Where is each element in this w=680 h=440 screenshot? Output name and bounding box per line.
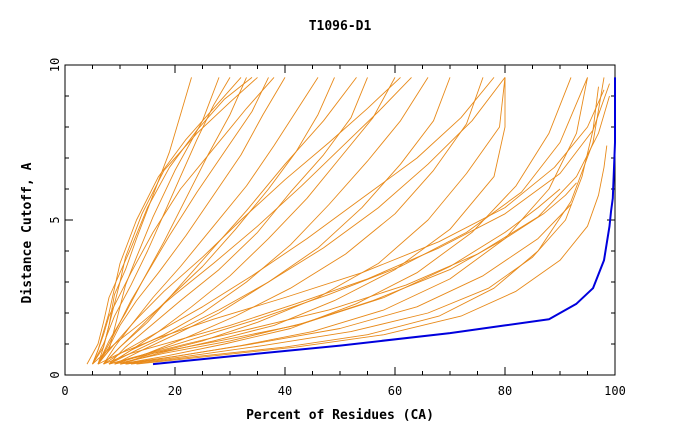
series-line-model <box>114 77 484 365</box>
y-tick-label: 10 <box>48 58 62 72</box>
x-tick-label: 100 <box>604 384 626 398</box>
x-axis-label: Percent of Residues (CA) <box>246 408 434 423</box>
series-line-model <box>97 77 247 365</box>
series-line-model <box>108 95 610 365</box>
series-line-model <box>103 77 335 365</box>
series-line-model <box>119 77 506 365</box>
x-tick-label: 40 <box>278 384 292 398</box>
series-line-model <box>92 77 242 365</box>
series-line-model <box>125 86 599 365</box>
series-line-model <box>92 77 275 365</box>
series-line-model <box>97 77 220 365</box>
series-line-model <box>136 145 608 365</box>
series-line-model <box>103 77 357 365</box>
series-layer <box>86 77 616 366</box>
series-line-model <box>108 77 368 365</box>
x-tick-label: 20 <box>168 384 182 398</box>
series-line-model <box>92 77 412 365</box>
y-tick-label: 5 <box>48 216 62 223</box>
x-tick-label: 80 <box>498 384 512 398</box>
y-tick-label: 0 <box>48 371 62 378</box>
series-line-model <box>114 77 588 365</box>
series-line-model <box>119 77 572 365</box>
axis-ticks <box>64 64 616 376</box>
x-tick-label: 0 <box>61 384 68 398</box>
series-line-model <box>97 77 286 365</box>
series-line-model <box>92 77 231 365</box>
series-line-model <box>103 77 495 365</box>
series-line-model <box>103 77 319 365</box>
chart-title: T1096-D1 <box>309 19 372 34</box>
tick-labels: 0 20 40 60 80 100 0 5 10 <box>48 58 626 398</box>
series-line-model <box>119 204 572 365</box>
series-line-model <box>97 89 605 365</box>
series-line-model <box>97 77 269 365</box>
y-axis-label: Distance Cutoff, A <box>20 162 35 303</box>
series-line-model <box>108 77 506 365</box>
series-line-model <box>114 77 451 365</box>
series-line-model <box>108 77 396 365</box>
x-tick-label: 60 <box>388 384 402 398</box>
series-line-model <box>108 182 577 365</box>
series-line-model <box>125 77 588 365</box>
series-line-reference <box>152 77 616 366</box>
series-line-model <box>130 77 605 365</box>
series-line-model <box>114 188 561 365</box>
